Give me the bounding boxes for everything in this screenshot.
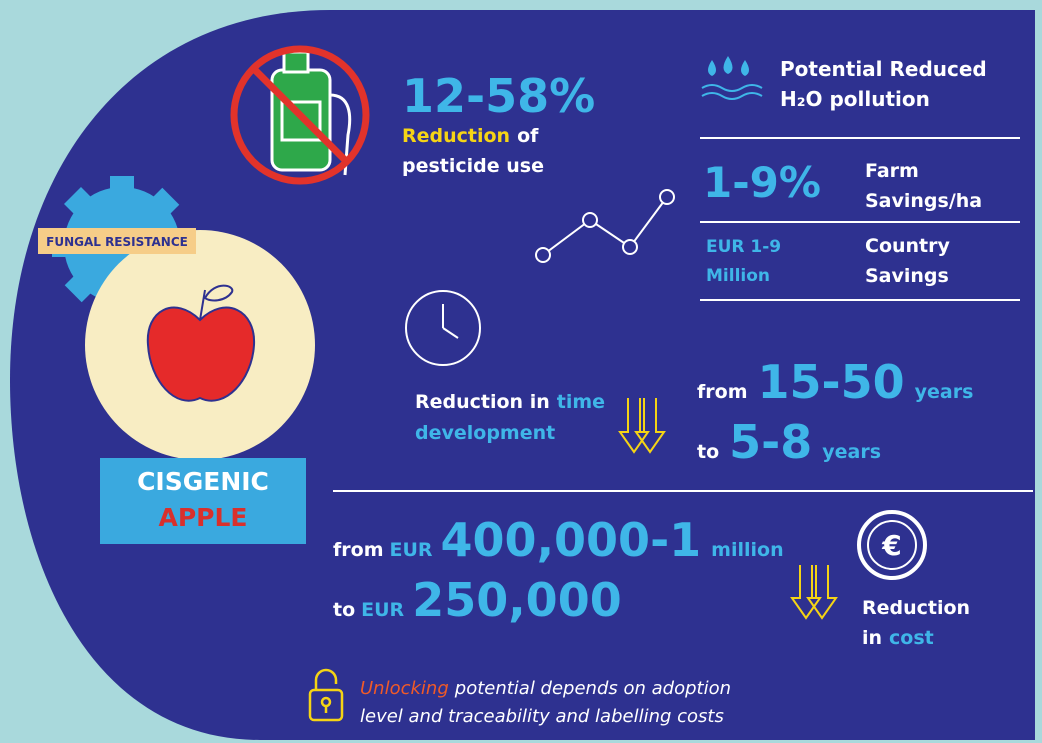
badge-text: FUNGAL RESISTANCE xyxy=(46,235,188,249)
euro-icon: € xyxy=(857,510,927,580)
text: to xyxy=(697,441,719,463)
highlight: cost xyxy=(889,627,934,649)
farm-figure: 1-9% xyxy=(703,158,821,207)
farm-label1: Farm xyxy=(865,160,919,182)
highlight: Reduction xyxy=(402,125,510,147)
water-line2: H₂O pollution xyxy=(780,87,930,111)
time-to: to 5-8 years xyxy=(697,415,881,469)
text: from xyxy=(333,539,384,561)
pesticide-figure: 12-58% xyxy=(402,69,595,123)
highlight: time xyxy=(557,391,605,413)
pesticide-line1: Reduction of xyxy=(402,125,539,147)
time-line2: development xyxy=(415,422,555,444)
dividers xyxy=(700,137,1020,301)
country-figure2: Million xyxy=(706,266,770,286)
value: 5-8 xyxy=(729,415,812,469)
country-label2: Savings xyxy=(865,265,949,287)
unit: million xyxy=(711,539,783,561)
note-line2: level and traceability and labelling cos… xyxy=(360,706,724,727)
cost-to: to EUR 250,000 xyxy=(333,573,622,627)
unit: years xyxy=(822,441,881,463)
value: 400,000-1 xyxy=(441,513,702,567)
product-line2: APPLE xyxy=(158,503,247,532)
lock-icon xyxy=(308,668,344,722)
text: from xyxy=(697,381,748,403)
time-line1: Reduction in time xyxy=(415,391,605,413)
currency: EUR xyxy=(361,599,404,621)
value: 250,000 xyxy=(412,573,622,627)
country-figure1: EUR 1-9 xyxy=(706,237,781,257)
cost-label1: Reduction xyxy=(862,597,970,619)
product-line1: CISGENIC xyxy=(137,467,269,496)
clock-icon xyxy=(405,290,481,366)
pesticide-line2: pesticide use xyxy=(402,155,544,177)
down-arrows xyxy=(790,565,838,620)
cost-label2: in cost xyxy=(862,627,934,649)
highlight: Unlocking xyxy=(360,678,449,699)
cost-from: from EUR 400,000-1 million xyxy=(333,513,784,567)
text: potential depends on adoption xyxy=(454,678,731,699)
text: in xyxy=(862,627,882,649)
time-from: from 15-50 years xyxy=(697,355,973,409)
down-arrows xyxy=(618,398,666,454)
note-line1: Unlocking potential depends on adoption xyxy=(360,678,731,699)
text: Reduction in xyxy=(415,391,550,413)
country-label1: Country xyxy=(865,235,951,257)
svg-text:€: € xyxy=(881,529,901,562)
unit: years xyxy=(915,381,974,403)
farm-label2: Savings/ha xyxy=(865,190,982,212)
currency: EUR xyxy=(390,539,433,561)
value: 15-50 xyxy=(758,355,905,409)
no-pesticide-icon xyxy=(230,45,370,185)
trend-icon xyxy=(535,189,675,263)
text: to xyxy=(333,599,355,621)
panel xyxy=(10,10,1035,740)
badge-box xyxy=(38,228,196,254)
product-box xyxy=(100,458,306,544)
apple-icon xyxy=(146,284,256,402)
water-line1: Potential Reduced xyxy=(780,57,987,81)
water-icon xyxy=(701,56,763,100)
text: of xyxy=(517,125,539,147)
